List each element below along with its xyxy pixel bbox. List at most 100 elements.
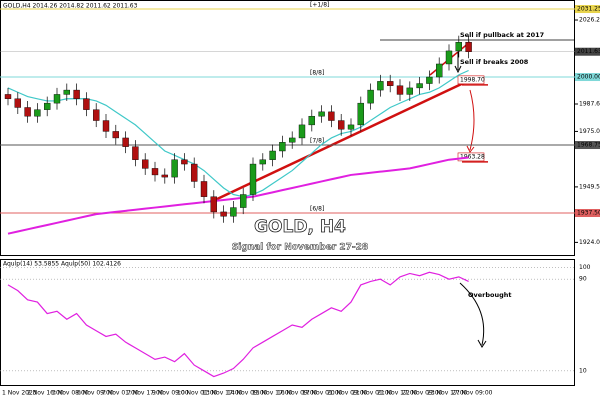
- candle-body: [83, 98, 90, 110]
- x-tick-label: 3 Nov 08:00: [52, 390, 89, 397]
- chart-subtitle: Signal for November 27-28: [232, 243, 368, 253]
- level-label: 2000.00: [577, 74, 600, 81]
- candle-body: [44, 102, 51, 110]
- level-box: [575, 5, 600, 14]
- indicator-label: Aqulp(14) 53.5855 Aqulp(50) 102.4126: [3, 261, 121, 268]
- y-tick-label: 1975.00: [579, 128, 600, 135]
- candle-body: [132, 146, 139, 160]
- candle-body: [387, 81, 394, 86]
- candle-body: [210, 196, 218, 213]
- candle-body: [102, 120, 110, 132]
- target-box: [457, 152, 485, 162]
- candle-body: [426, 76, 433, 84]
- x-tick-label: 15 Nov 17:00: [252, 390, 293, 397]
- candle-body: [239, 194, 247, 208]
- candle-body: [289, 137, 296, 143]
- candle-body: [328, 111, 335, 121]
- x-tick-label: 23 Nov 17:00: [427, 390, 468, 397]
- candle-body: [347, 124, 355, 130]
- candle-body: [151, 168, 159, 176]
- x-tick-label: 14 Nov 09:00: [227, 390, 268, 397]
- candle-body: [141, 159, 149, 169]
- candle-body: [279, 142, 286, 152]
- candle-body: [112, 131, 120, 139]
- candle-body: [318, 111, 325, 117]
- candle-body: [259, 159, 266, 165]
- level-label: 1968.75: [577, 142, 600, 149]
- candle-body: [377, 81, 384, 91]
- level-name: [6/8]: [310, 206, 324, 213]
- candle-body: [63, 89, 70, 95]
- candle-body: [171, 159, 178, 178]
- annotation: Sell if breaks 2008: [460, 58, 529, 66]
- y-tick-label: 1924.00: [579, 239, 600, 246]
- candle-body: [416, 83, 423, 89]
- candle-body: [190, 163, 198, 182]
- y-tick-label: 1949.50: [579, 183, 600, 190]
- y-tick-label: 10: [579, 367, 587, 374]
- x-tick-label: 7 Nov 17:00: [127, 390, 164, 397]
- current-box: [575, 47, 600, 56]
- target-label: 1998.70: [460, 76, 485, 83]
- candle-body: [53, 94, 61, 104]
- line: [7, 156, 469, 235]
- y-tick-label: 2026.20: [579, 17, 600, 24]
- level-label: 1937.50: [577, 210, 600, 217]
- x-tick-label: 1 Nov 2023: [2, 390, 37, 397]
- candle-body: [4, 94, 12, 99]
- x-tick-label: 27 Nov 09:00: [452, 390, 493, 397]
- candle-body: [298, 124, 306, 139]
- x-tick-label: 22 Nov 09:00: [402, 390, 443, 397]
- level-box: [575, 73, 600, 82]
- x-tick-label: 16 Nov 09:00: [277, 390, 318, 397]
- y-tick-label: 1987.60: [579, 101, 600, 108]
- x-tick-label: 7 Nov 01:00: [102, 390, 139, 397]
- x-tick-label: 2 Nov 16:00: [27, 390, 64, 397]
- target-box: [457, 75, 485, 85]
- candle-body: [269, 150, 276, 160]
- target-label: 1963.28: [460, 153, 485, 160]
- candle-body: [308, 115, 315, 126]
- level-box: [575, 209, 600, 218]
- line: [7, 271, 469, 378]
- level-name: [8/8]: [310, 70, 324, 77]
- candle-body: [445, 50, 453, 65]
- current-label: 2011.63: [577, 48, 600, 55]
- x-tick-label: 17 Nov 01:00: [302, 390, 343, 397]
- candle-body: [357, 102, 364, 126]
- trend-line: [214, 78, 471, 202]
- arrow: [459, 282, 487, 348]
- level-box: [575, 141, 600, 150]
- candle-body: [200, 181, 208, 197]
- candle-body: [455, 42, 462, 52]
- candle-body: [436, 63, 443, 78]
- candle-body: [230, 207, 237, 217]
- candle-body: [161, 174, 169, 178]
- candle-body: [73, 89, 80, 99]
- candle-body: [406, 87, 413, 95]
- x-tick-label: 6 Nov 09:00: [77, 390, 114, 397]
- indicator-panel: [0, 259, 575, 386]
- indicator-annotation: Overbought: [468, 291, 512, 299]
- candle-body: [92, 109, 100, 121]
- candle-body: [367, 89, 374, 104]
- candle-body: [24, 107, 31, 117]
- x-tick-label: 13 Nov 17:00: [202, 390, 243, 397]
- level-label: 2031.25: [577, 6, 600, 13]
- y-tick-label: 90: [579, 276, 587, 283]
- candle-body: [249, 163, 257, 195]
- candle-body: [122, 137, 129, 147]
- candle-body: [338, 120, 345, 130]
- x-tick-label: 9 Nov 09:00: [152, 390, 189, 397]
- chart-title: GOLD, H4: [254, 217, 346, 237]
- candle-body: [34, 109, 41, 117]
- candle-body: [181, 159, 188, 165]
- candle-body: [220, 211, 227, 217]
- level-name: [7/8]: [310, 138, 324, 145]
- x-tick-label: 20 Nov 09:00: [327, 390, 368, 397]
- header: GOLD,H4 2014.26 2014.82 2011.62 2011.63: [3, 3, 138, 10]
- candle-body: [396, 85, 404, 95]
- candle-body: [14, 98, 22, 108]
- x-tick-label: 21 Nov 01:00: [352, 390, 393, 397]
